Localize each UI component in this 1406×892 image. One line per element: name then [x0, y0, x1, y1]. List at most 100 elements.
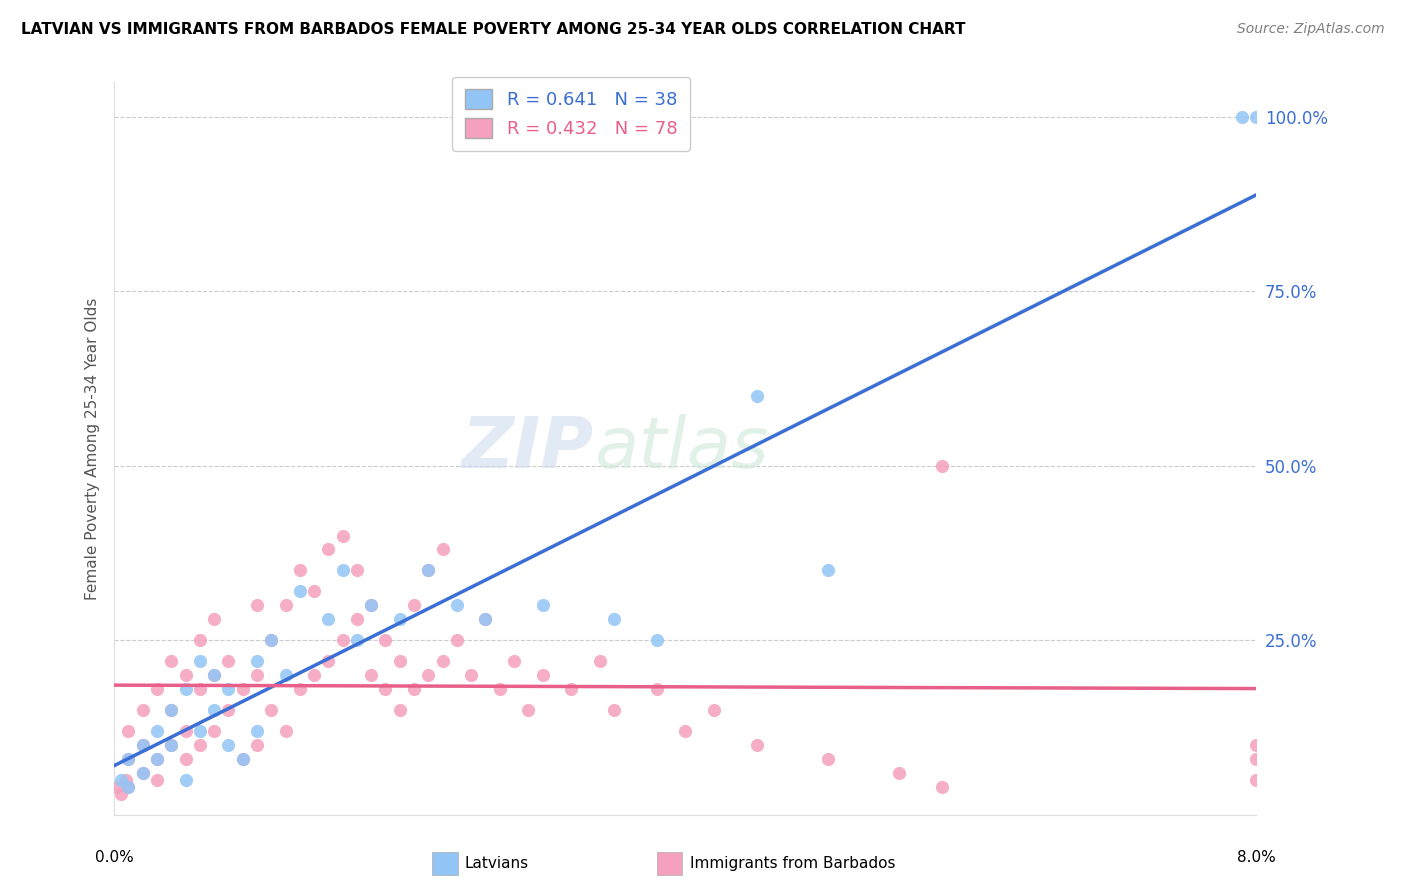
- Point: [202, 668, 225, 682]
- Point: [188, 654, 211, 668]
- Point: [388, 654, 411, 668]
- Point: [217, 654, 239, 668]
- Text: atlas: atlas: [593, 414, 769, 483]
- Point: [246, 668, 269, 682]
- Point: [274, 599, 297, 613]
- Point: [374, 633, 396, 648]
- Point: [474, 612, 496, 626]
- Point: [332, 563, 354, 577]
- Legend: R = 0.641   N = 38, R = 0.432   N = 78: R = 0.641 N = 38, R = 0.432 N = 78: [453, 77, 690, 151]
- Point: [246, 738, 269, 752]
- Point: [132, 738, 155, 752]
- Point: [174, 752, 197, 766]
- Point: [432, 654, 454, 668]
- Point: [302, 584, 325, 599]
- Point: [645, 633, 668, 648]
- Point: [232, 681, 254, 696]
- Point: [402, 681, 425, 696]
- Point: [817, 563, 839, 577]
- Point: [246, 599, 269, 613]
- Point: [560, 681, 582, 696]
- Point: [1230, 110, 1253, 124]
- Point: [188, 723, 211, 738]
- Point: [673, 723, 696, 738]
- Point: [110, 772, 132, 787]
- Text: Immigrants from Barbados: Immigrants from Barbados: [689, 856, 896, 871]
- Point: [517, 703, 540, 717]
- Point: [246, 654, 269, 668]
- Text: Source: ZipAtlas.com: Source: ZipAtlas.com: [1237, 22, 1385, 37]
- Text: LATVIAN VS IMMIGRANTS FROM BARBADOS FEMALE POVERTY AMONG 25-34 YEAR OLDS CORRELA: LATVIAN VS IMMIGRANTS FROM BARBADOS FEMA…: [21, 22, 966, 37]
- Point: [132, 765, 155, 780]
- Point: [160, 654, 183, 668]
- Point: [117, 752, 139, 766]
- Point: [288, 563, 311, 577]
- Point: [188, 633, 211, 648]
- Point: [388, 612, 411, 626]
- Point: [931, 458, 953, 473]
- Point: [645, 681, 668, 696]
- Point: [117, 780, 139, 794]
- Point: [174, 772, 197, 787]
- Point: [288, 681, 311, 696]
- Point: [132, 738, 155, 752]
- Point: [274, 723, 297, 738]
- Point: [260, 633, 283, 648]
- Point: [217, 703, 239, 717]
- Point: [346, 612, 368, 626]
- Point: [703, 703, 725, 717]
- Point: [117, 723, 139, 738]
- Point: [232, 752, 254, 766]
- Text: Latvians: Latvians: [464, 856, 529, 871]
- Point: [202, 723, 225, 738]
- Text: ZIP: ZIP: [461, 414, 593, 483]
- Point: [302, 668, 325, 682]
- Point: [174, 681, 197, 696]
- Point: [374, 681, 396, 696]
- Point: [117, 780, 139, 794]
- Point: [217, 738, 239, 752]
- Point: [817, 752, 839, 766]
- Point: [110, 787, 132, 801]
- Point: [1246, 110, 1268, 124]
- Point: [531, 668, 554, 682]
- Point: [318, 612, 340, 626]
- Point: [202, 668, 225, 682]
- Point: [132, 703, 155, 717]
- Text: 0.0%: 0.0%: [94, 850, 134, 865]
- Point: [288, 584, 311, 599]
- Point: [132, 765, 155, 780]
- Point: [1246, 738, 1268, 752]
- Point: [232, 752, 254, 766]
- Point: [114, 772, 136, 787]
- Point: [146, 752, 169, 766]
- Point: [202, 612, 225, 626]
- Point: [418, 563, 440, 577]
- Point: [146, 723, 169, 738]
- Point: [217, 681, 239, 696]
- Point: [603, 703, 626, 717]
- Point: [260, 703, 283, 717]
- Point: [402, 599, 425, 613]
- Point: [332, 633, 354, 648]
- Point: [889, 765, 911, 780]
- Point: [246, 723, 269, 738]
- Point: [274, 668, 297, 682]
- Point: [460, 668, 482, 682]
- Point: [745, 389, 768, 403]
- Point: [202, 703, 225, 717]
- Point: [146, 772, 169, 787]
- Point: [418, 563, 440, 577]
- Point: [432, 542, 454, 557]
- Point: [346, 563, 368, 577]
- Point: [474, 612, 496, 626]
- Point: [318, 542, 340, 557]
- Point: [603, 612, 626, 626]
- Point: [318, 654, 340, 668]
- Point: [745, 738, 768, 752]
- Point: [1246, 752, 1268, 766]
- Point: [160, 703, 183, 717]
- Point: [146, 681, 169, 696]
- Point: [360, 599, 382, 613]
- Point: [446, 599, 468, 613]
